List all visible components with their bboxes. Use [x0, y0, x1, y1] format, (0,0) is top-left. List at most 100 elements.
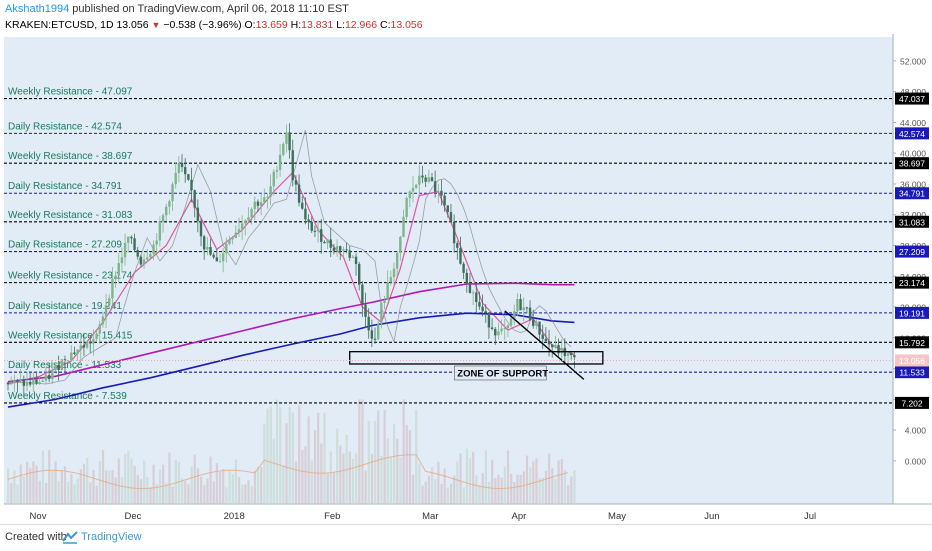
candle-body	[253, 201, 256, 209]
price-change: −0.538 (−3.96%)	[163, 19, 242, 31]
price-chart[interactable]: Nov Dec 2018 Feb Mar Apr May Jun Jul 52.000 48.000…	[0, 34, 932, 524]
volume-bar	[133, 465, 136, 504]
level-label[interactable]: Daily Resistance - 27.209	[8, 240, 122, 251]
x-tick-label: Jun	[704, 511, 719, 522]
volume-bar	[162, 464, 165, 504]
high-label: H:	[290, 19, 302, 31]
tradingview-logo-icon[interactable]	[62, 530, 78, 544]
candle-body	[168, 201, 171, 207]
candle-body	[519, 299, 522, 311]
candle-body	[114, 275, 117, 280]
candle-body	[421, 175, 424, 178]
level-label[interactable]: Weekly Resistance - 47.097	[8, 87, 133, 98]
candle-body	[237, 229, 241, 233]
candle-body	[301, 202, 304, 209]
close-label: C:	[380, 19, 391, 31]
volume-bar	[67, 481, 70, 504]
volume-bar	[510, 473, 513, 504]
candle-body	[263, 197, 266, 203]
volume-bar	[89, 482, 92, 504]
level-price-tag-text: 31.083	[899, 217, 925, 227]
volume-bar	[117, 458, 120, 504]
volume-bar	[320, 443, 323, 504]
candle-body	[152, 244, 155, 254]
candle-body	[155, 240, 158, 245]
candle-body	[494, 329, 497, 336]
candle-body	[509, 318, 513, 326]
level-label[interactable]: Daily Resistance - 19.241	[8, 301, 122, 312]
candle-body	[206, 246, 209, 250]
volume-bar	[7, 468, 10, 504]
volume-bar	[358, 399, 361, 504]
candle-body	[551, 344, 554, 348]
candle-body	[133, 238, 136, 250]
volume-bar	[332, 472, 336, 504]
level-label[interactable]: Weekly Resistance - 31.083	[8, 210, 133, 221]
level-label[interactable]: Daily Resistance - 34.791	[8, 181, 122, 192]
volume-bar	[386, 438, 389, 504]
level-price-tag	[895, 92, 929, 105]
candle-body	[456, 243, 459, 248]
volume-bar	[516, 474, 519, 504]
volume-bar	[355, 453, 358, 504]
candle-body	[440, 190, 443, 196]
candle-body	[471, 292, 475, 294]
level-label[interactable]: Daily Resistance - 42.574	[8, 121, 122, 132]
volume-bar	[468, 458, 472, 504]
candle-body	[459, 247, 462, 264]
candle-body	[44, 374, 48, 381]
candle-body	[560, 347, 563, 354]
volume-bar	[310, 460, 313, 504]
level-label[interactable]: Weekly Resistance - 38.697	[8, 151, 133, 162]
candle-body	[449, 212, 453, 222]
candle-body	[506, 325, 510, 329]
level-label[interactable]: Weekly Resistance - 15.415	[8, 330, 133, 341]
volume-bar	[95, 485, 98, 504]
volume-bar	[402, 399, 405, 504]
candle-body	[256, 201, 260, 206]
volume-bar	[541, 477, 544, 504]
downtrend-line[interactable]	[504, 310, 585, 380]
volume-bar	[298, 405, 301, 504]
support-zone-label[interactable]: ZONE OF SUPPORT	[457, 368, 548, 379]
candle-body	[120, 257, 124, 264]
support-zone-box[interactable]	[349, 351, 604, 365]
volume-bar	[557, 460, 560, 504]
volume-bar	[92, 469, 95, 504]
volume-bar	[443, 468, 446, 504]
candle-body	[85, 341, 89, 348]
y-tick-label: 36.000	[900, 179, 926, 189]
volume-bar	[76, 478, 79, 504]
level-price-tag	[895, 215, 929, 228]
level-price-tag	[895, 276, 929, 289]
volume-bar	[437, 461, 440, 504]
volume-bar	[418, 463, 421, 504]
volume-bar	[136, 474, 139, 504]
volume-bar	[424, 481, 427, 504]
candle-body	[475, 292, 478, 303]
candle-body	[528, 307, 532, 320]
volume-bar	[70, 473, 73, 504]
volume-bar	[370, 453, 374, 504]
volume-bar	[130, 458, 133, 504]
candle-body	[35, 379, 38, 384]
volume-bar	[10, 483, 13, 504]
candle-body	[275, 169, 279, 172]
level-label[interactable]: Weekly Resistance - 23.174	[8, 271, 133, 282]
candle-body	[240, 223, 244, 230]
volume-bar	[364, 470, 367, 504]
volume-bar	[472, 451, 475, 504]
volume-bar	[288, 407, 291, 504]
candle-body	[95, 333, 98, 339]
author-link[interactable]: Akshath1994	[5, 3, 70, 15]
candle-body	[60, 359, 63, 370]
low-label: L:	[336, 19, 345, 31]
level-price-tag-text: 38.697	[899, 159, 925, 169]
volume-bar	[237, 477, 241, 504]
volume-bar	[317, 412, 320, 504]
plot-area[interactable]	[4, 37, 893, 504]
tradingview-brand-link[interactable]: TradingView	[81, 531, 142, 543]
candle-body	[351, 256, 355, 258]
candle-body	[38, 381, 41, 384]
candle-body	[380, 303, 383, 325]
